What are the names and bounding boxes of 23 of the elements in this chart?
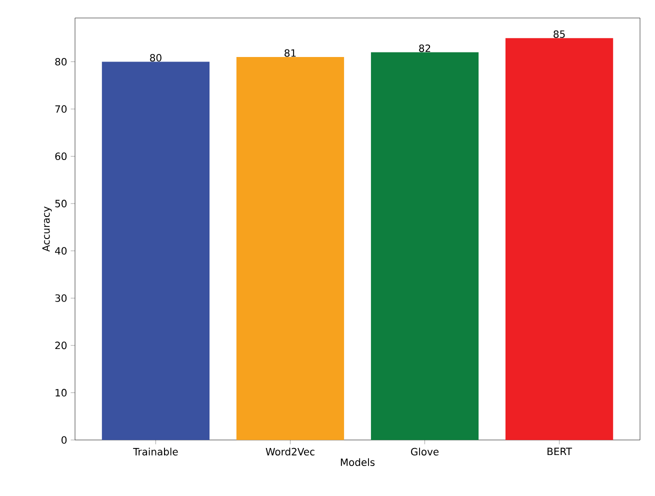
- y-tick-label: 40: [55, 247, 67, 255]
- y-tick-label: 10: [56, 388, 67, 396]
- x-axis-title: Models: [340, 458, 375, 466]
- data-label: 80: [150, 54, 162, 62]
- bar: [102, 62, 210, 440]
- x-tick-label: Word2Vec: [266, 448, 314, 456]
- data-label: 82: [419, 44, 430, 52]
- y-tick-label: 60: [55, 152, 67, 160]
- data-label: 85: [554, 30, 565, 38]
- y-tick-label: 30: [55, 294, 67, 302]
- data-label: 81: [284, 49, 296, 57]
- y-tick-label: 80: [55, 58, 67, 66]
- bar: [370, 52, 479, 440]
- y-tick-label: 20: [55, 342, 67, 350]
- x-tick-label: Trainable: [133, 448, 178, 456]
- y-tick-label: 50: [55, 200, 67, 208]
- y-tick-label: 0: [62, 436, 67, 444]
- bar: [236, 57, 344, 440]
- y-axis-title: Accuracy: [42, 206, 52, 252]
- x-tick-label: Glove: [411, 448, 439, 456]
- y-tick-label: 70: [55, 105, 67, 113]
- bar: [505, 38, 614, 440]
- x-tick-label: BERT: [548, 448, 572, 456]
